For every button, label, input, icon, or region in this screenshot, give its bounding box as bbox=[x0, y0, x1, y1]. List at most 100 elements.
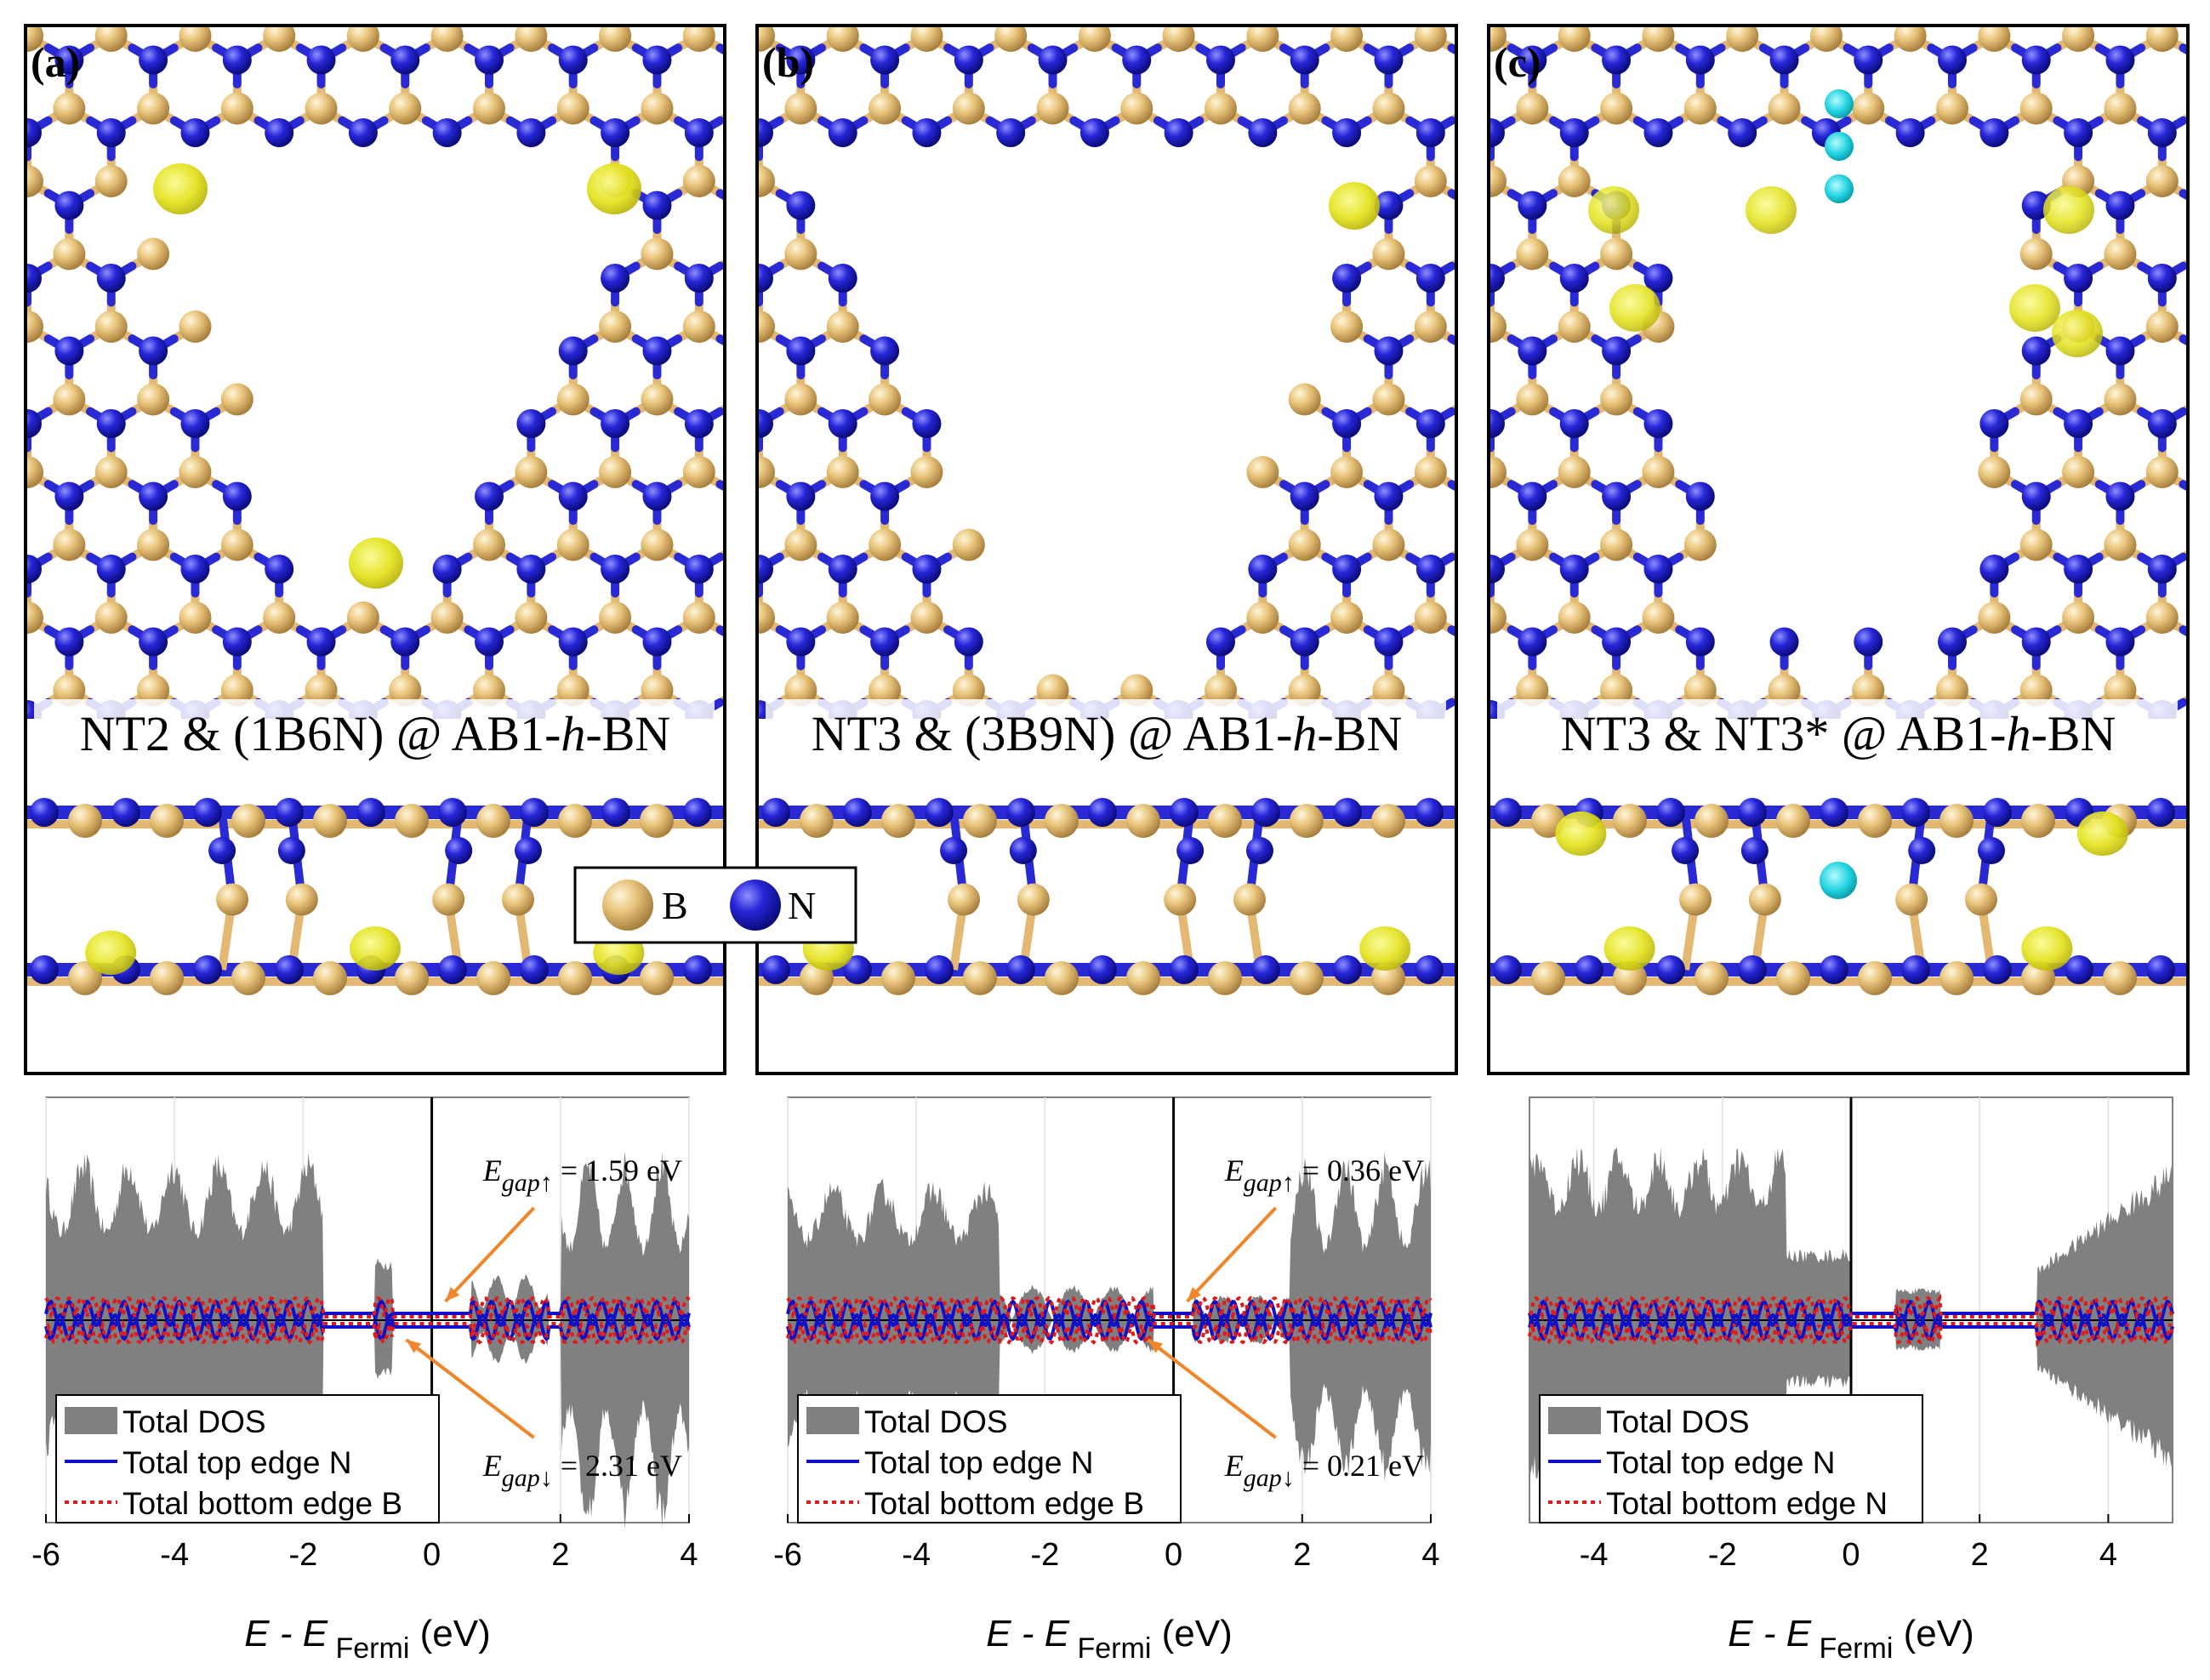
boron-atom bbox=[1683, 528, 1717, 561]
nitrogen-atom bbox=[642, 336, 672, 366]
nitrogen-atom bbox=[1979, 555, 2009, 584]
nitrogen-atom bbox=[2146, 798, 2175, 827]
boron-atom bbox=[1558, 165, 1591, 197]
boron-atom bbox=[1852, 674, 1885, 707]
nitrogen-atom bbox=[2021, 481, 2051, 511]
nitrogen-atom bbox=[432, 555, 462, 584]
boron-atom bbox=[137, 237, 170, 271]
nitrogen-atom bbox=[1251, 798, 1280, 827]
boron-atom bbox=[784, 92, 817, 125]
spin-density-lobe bbox=[153, 163, 208, 214]
legend-label: Total top edge N bbox=[122, 1445, 351, 1480]
side-atom-layer bbox=[761, 798, 1444, 995]
legend-label: Total DOS bbox=[1606, 1404, 1750, 1439]
boron-atom bbox=[1414, 27, 1447, 52]
nitrogen-atom bbox=[761, 798, 790, 827]
boron-atom bbox=[27, 601, 43, 634]
boron-atom bbox=[1372, 383, 1405, 416]
x-axis-label-units: (eV) bbox=[1151, 1613, 1232, 1654]
nitrogen-atom bbox=[2064, 264, 2093, 293]
boron-atom bbox=[1045, 961, 1079, 995]
nitrogen-atom bbox=[1643, 555, 1673, 584]
nitrogen-atom bbox=[474, 481, 504, 511]
boron-atom bbox=[1776, 961, 1810, 995]
bottom-edge-line-up bbox=[1529, 1293, 2173, 1323]
boron-atom bbox=[430, 27, 464, 52]
boron-atom bbox=[137, 383, 170, 416]
nitrogen-atom bbox=[601, 118, 630, 147]
nitrogen-atom bbox=[558, 45, 588, 75]
atom-legend: B N bbox=[573, 866, 857, 944]
boron-atom bbox=[800, 804, 834, 838]
nitrogen-atom bbox=[2147, 264, 2177, 293]
nitrogen-atom bbox=[558, 627, 588, 657]
nitrogen-atom bbox=[786, 481, 816, 511]
nitrogen-atom bbox=[1374, 481, 1404, 511]
panel-letter-c: (c) bbox=[1494, 38, 1541, 86]
boron-atom bbox=[476, 961, 510, 995]
boron-atom bbox=[881, 961, 915, 995]
legend-swatch-total-dos bbox=[1548, 1407, 1601, 1434]
boron-atom bbox=[599, 601, 632, 634]
boron-atom bbox=[1642, 27, 1675, 52]
boron-atom bbox=[1120, 92, 1153, 125]
nitrogen-atom bbox=[432, 118, 462, 147]
boron-atom bbox=[53, 237, 86, 271]
spin-density-lobe bbox=[2009, 284, 2060, 332]
x-axis-label-subscript: Fermi bbox=[1069, 1632, 1151, 1665]
nitrogen-atom bbox=[1415, 264, 1445, 293]
nitrogen-atom bbox=[1374, 627, 1404, 657]
boron-atom bbox=[472, 92, 505, 125]
boron-atom bbox=[1456, 238, 1489, 271]
nitrogen-atom bbox=[1248, 555, 1278, 584]
boron-atom bbox=[395, 961, 429, 995]
boron-atom bbox=[1490, 601, 1507, 634]
boron-atom bbox=[1372, 92, 1405, 125]
nitrogen-atom bbox=[726, 628, 755, 657]
boron-atom bbox=[1894, 27, 1927, 52]
boron-atom bbox=[231, 961, 265, 995]
nitrogen-atom bbox=[30, 955, 59, 984]
boron-atom bbox=[1330, 310, 1364, 343]
boron-atom bbox=[759, 27, 775, 52]
boron-atom bbox=[2019, 528, 2053, 561]
boron-atom bbox=[179, 456, 212, 488]
boron-atom bbox=[1288, 528, 1321, 561]
band-gap-subscript: gap↓ bbox=[502, 1464, 553, 1492]
dos-legend: Total DOS Total top edge N Total bottom ed… bbox=[797, 1394, 1182, 1523]
boron-atom bbox=[2104, 528, 2137, 561]
boron-atom bbox=[220, 383, 253, 416]
nitrogen-atom bbox=[1937, 627, 1967, 657]
nitrogen-atom bbox=[558, 481, 588, 511]
boron-atom bbox=[826, 310, 859, 343]
nitrogen-atom bbox=[684, 409, 714, 438]
boron-atom bbox=[2104, 237, 2137, 271]
boron-atom bbox=[1683, 674, 1717, 707]
nitrogen-atom bbox=[2064, 409, 2093, 438]
dos-legend: Total DOS Total top edge N Total bottom ed… bbox=[55, 1394, 440, 1523]
band-gap-arrow bbox=[444, 1206, 536, 1303]
panel-frame-c bbox=[1487, 24, 2190, 1075]
boron-atom bbox=[599, 456, 632, 488]
boron-atom bbox=[53, 674, 86, 707]
boron-atom bbox=[1414, 310, 1447, 343]
dos-legend: Total DOS Total top edge N Total bottom ed… bbox=[1539, 1394, 1923, 1523]
nitrogen-atom bbox=[1685, 45, 1715, 75]
boron-atom bbox=[1045, 804, 1079, 838]
boron-atom bbox=[952, 528, 985, 561]
boron-atom bbox=[53, 92, 86, 125]
x-axis-label: E - E Fermi (eV) bbox=[1728, 1613, 1974, 1665]
boron-atom bbox=[869, 92, 902, 125]
boron-atom bbox=[1978, 27, 2011, 52]
nitrogen-atom bbox=[445, 837, 473, 864]
boron-atom bbox=[725, 238, 757, 271]
nitrogen-atom bbox=[912, 555, 942, 584]
nitrogen-atom bbox=[1458, 46, 1487, 75]
nitrogen-atom bbox=[1602, 627, 1632, 657]
nitrogen-atom bbox=[1490, 409, 1505, 438]
boron-atom bbox=[952, 674, 985, 707]
boron-atom bbox=[1695, 961, 1729, 995]
nitrogen-atom bbox=[1490, 264, 1505, 293]
boron-atom bbox=[1246, 601, 1279, 634]
nitrogen-atom bbox=[2105, 191, 2135, 220]
